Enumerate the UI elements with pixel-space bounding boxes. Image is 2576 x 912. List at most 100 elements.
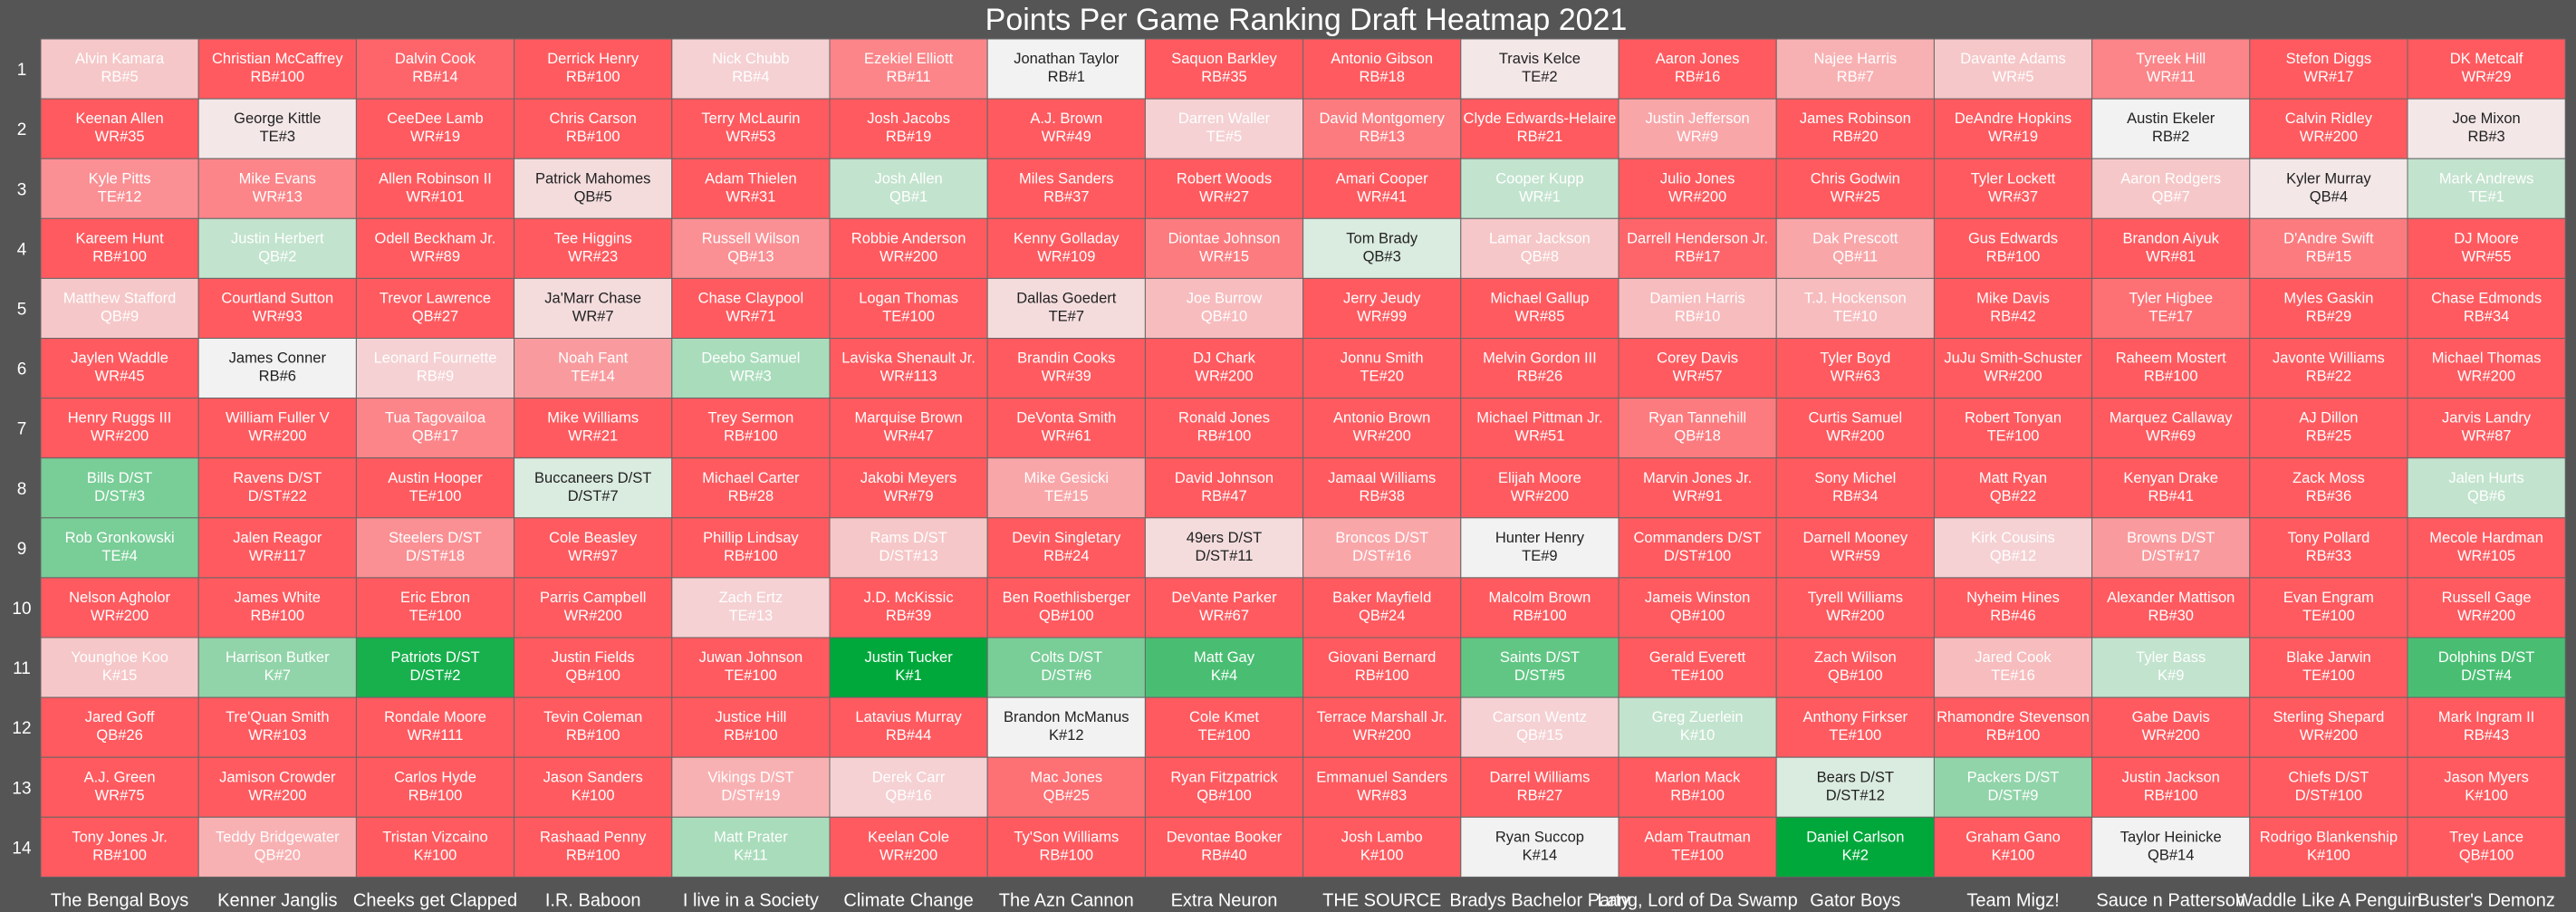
position-rank: WR#97 bbox=[568, 548, 618, 564]
heatmap-cell-rect bbox=[1933, 577, 2093, 638]
heatmap-cell-rect bbox=[197, 637, 357, 698]
heatmap-cell-rect bbox=[986, 158, 1146, 219]
player-name: A.J. Brown bbox=[1030, 110, 1102, 127]
player-name: Miles Sanders bbox=[1019, 170, 1114, 187]
heatmap-cell: Calvin Ridley WR#200 bbox=[2249, 98, 2408, 159]
player-name: Tristan Vizcaino bbox=[382, 829, 487, 845]
heatmap-cell: Mike Gesicki TE#15 bbox=[986, 457, 1146, 519]
heatmap-cell: George Kittle TE#3 bbox=[197, 98, 357, 159]
player-name: Packers D/ST bbox=[1967, 769, 2060, 785]
position-rank: RB#25 bbox=[2306, 428, 2351, 445]
position-rank: TE#15 bbox=[1044, 488, 1089, 504]
position-rank: WR#200 bbox=[1826, 428, 1884, 445]
heatmap-cell-rect bbox=[1618, 577, 1777, 638]
heatmap-cell: Eric Ebron TE#100 bbox=[355, 577, 515, 638]
player-name: Stefon Diggs bbox=[2286, 51, 2371, 67]
player-name: Cooper Kupp bbox=[1495, 170, 1583, 187]
position-rank: TE#20 bbox=[1360, 369, 1404, 385]
player-name: Broncos D/ST bbox=[1335, 530, 1428, 546]
heatmap-cell-rect bbox=[2091, 637, 2251, 698]
player-name: Blake Jarwin bbox=[2286, 649, 2371, 666]
heatmap-cell-rect bbox=[355, 398, 515, 459]
heatmap-cell-rect bbox=[40, 398, 199, 459]
player-name: Diontae Johnson bbox=[1168, 230, 1281, 246]
heatmap-cell: Phillip Lindsay RB#100 bbox=[671, 517, 831, 579]
row-label: 9 bbox=[17, 540, 27, 559]
heatmap-cell: Mike Davis RB#42 bbox=[1933, 277, 2093, 339]
heatmap-cell: Michael Pittman Jr.WR#51 bbox=[1460, 398, 1620, 459]
heatmap-cell-rect bbox=[2407, 696, 2566, 758]
heatmap-cell: Tony Pollard RB#33 bbox=[2249, 517, 2408, 579]
player-name: Phillip Lindsay bbox=[703, 530, 799, 546]
position-rank: TE#10 bbox=[1833, 308, 1878, 324]
player-name: Rhamondre Stevenson bbox=[1937, 709, 2090, 725]
position-rank: TE#100 bbox=[1829, 727, 1881, 744]
player-name: Juwan Johnson bbox=[699, 649, 803, 666]
player-name: J.D. McKissic bbox=[864, 590, 954, 606]
heatmap-cell-rect bbox=[1144, 338, 1304, 399]
heatmap-cell: Cole Beasley WR#97 bbox=[514, 517, 673, 579]
heatmap-cell: Graham Gano K#100 bbox=[1933, 816, 2093, 878]
heatmap-cell-rect bbox=[2407, 158, 2566, 219]
position-rank: WR#91 bbox=[1673, 488, 1723, 504]
player-name: Saints D/ST bbox=[1500, 649, 1580, 666]
player-name: AJ Dillon bbox=[2299, 410, 2358, 427]
heatmap-cell: Jason Myers K#100 bbox=[2407, 756, 2566, 818]
heatmap-cell: Clyde Edwards-Helaire RB#21 bbox=[1460, 98, 1620, 159]
heatmap-cell-rect bbox=[671, 98, 831, 159]
position-rank: D/ST#4 bbox=[2461, 667, 2512, 684]
player-name: Marvin Jones Jr. bbox=[1643, 470, 1752, 486]
position-rank: RB#33 bbox=[2306, 548, 2351, 564]
heatmap-cell: William Fuller VWR#200 bbox=[197, 398, 357, 459]
heatmap-cell-rect bbox=[514, 398, 673, 459]
heatmap-cell-rect bbox=[671, 816, 831, 878]
position-rank: TE#4 bbox=[101, 548, 137, 564]
player-name: Joe Mixon bbox=[2452, 110, 2520, 127]
position-rank: K#11 bbox=[734, 847, 767, 863]
heatmap-cell: Rashaad Penny RB#100 bbox=[514, 816, 673, 878]
position-rank: RB#14 bbox=[412, 69, 457, 85]
player-name: Amari Cooper bbox=[1336, 170, 1428, 187]
heatmap-cell-rect bbox=[671, 756, 831, 818]
heatmap-cell: Brandin Cooks WR#39 bbox=[986, 338, 1146, 399]
heatmap-cell-rect bbox=[1618, 338, 1777, 399]
player-name: Graham Gano bbox=[1966, 829, 2061, 845]
player-name: Mike Davis bbox=[1976, 290, 2050, 306]
player-name: Devin Singletary bbox=[1012, 530, 1121, 546]
heatmap-cell: Jason Sanders K#100 bbox=[514, 756, 673, 818]
heatmap-cell: Commanders D/ST D/ST#100 bbox=[1618, 517, 1777, 579]
heatmap-cell: Tevin Coleman RB#100 bbox=[514, 696, 673, 758]
heatmap-cell-rect bbox=[1775, 98, 1935, 159]
heatmap-cell: Patriots D/STD/ST#2 bbox=[355, 637, 515, 698]
position-rank: D/ST#18 bbox=[406, 548, 465, 564]
position-rank: RB#30 bbox=[2148, 608, 2193, 624]
player-name: Justice Hill bbox=[715, 709, 786, 725]
position-rank: WR#59 bbox=[1831, 548, 1880, 564]
player-name: Ravens D/ST bbox=[233, 470, 322, 486]
player-name: DJ Moore bbox=[2454, 230, 2519, 246]
position-rank: WR#19 bbox=[410, 129, 460, 145]
team-label: I.R. Baboon bbox=[545, 890, 641, 910]
heatmap-cell-rect bbox=[671, 217, 831, 279]
heatmap-cell: Jalen Hurts QB#6 bbox=[2407, 457, 2566, 519]
position-rank: WR#67 bbox=[1199, 608, 1249, 624]
position-rank: D/ST#3 bbox=[94, 488, 145, 504]
heatmap-cell: Gus Edwards RB#100 bbox=[1933, 217, 2093, 279]
player-name: Rondale Moore bbox=[384, 709, 486, 725]
position-rank: RB#18 bbox=[1359, 69, 1404, 85]
heatmap-cell: Nick Chubb RB#4 bbox=[671, 38, 831, 100]
player-name: 49ers D/ST bbox=[1187, 530, 1262, 546]
player-name: Davante Adams bbox=[1960, 51, 2065, 67]
player-name: Mike Evans bbox=[239, 170, 316, 187]
row-label: 1 bbox=[17, 61, 27, 80]
heatmap-cell: Colts D/STD/ST#6 bbox=[986, 637, 1146, 698]
